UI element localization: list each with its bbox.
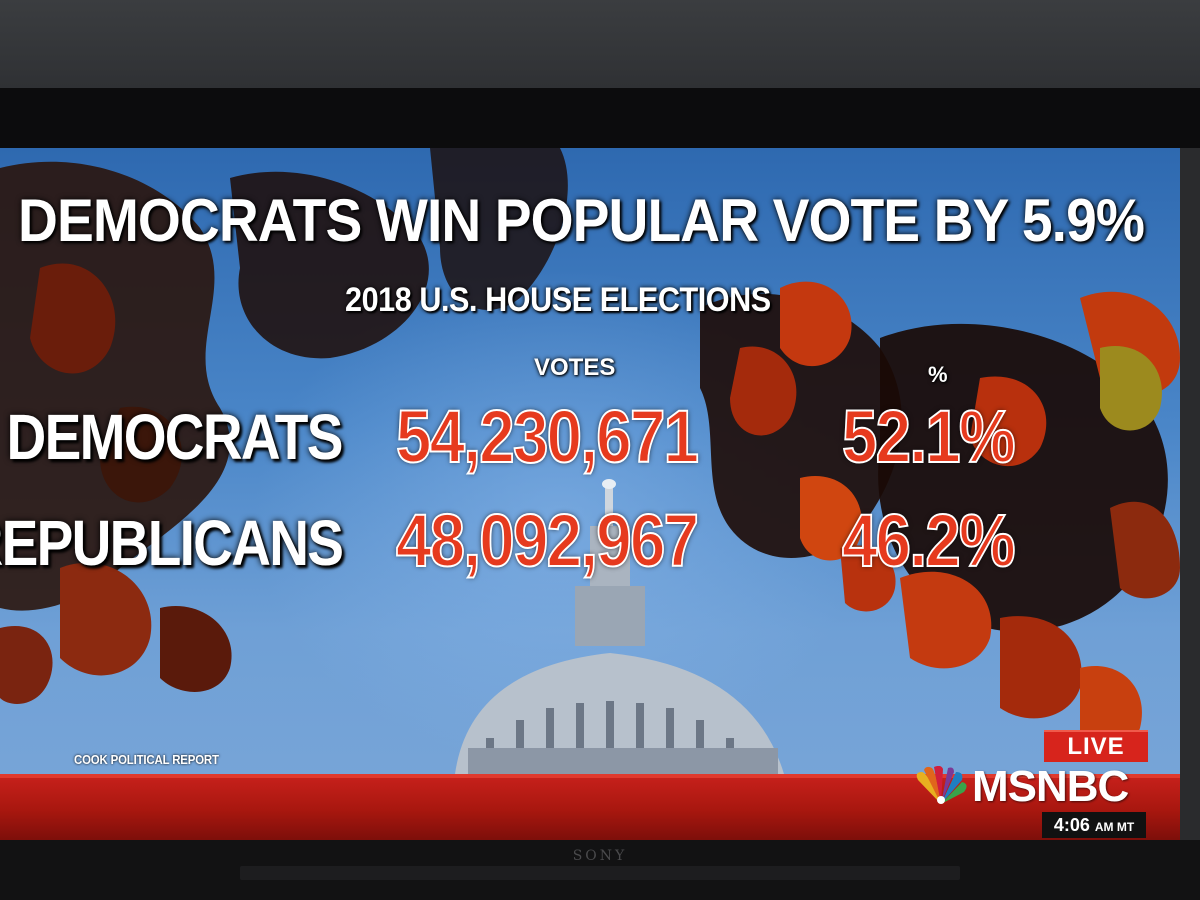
percent-democrats: 52.1%: [841, 394, 1016, 479]
clock-time: 4:06: [1053, 815, 1090, 835]
party-label-republicans: REPUBLICANS: [0, 507, 344, 579]
percent-republicans: 46.2%: [841, 498, 1016, 583]
lower-third-highlight: [0, 774, 1180, 778]
network-logo-text: MSNBC: [972, 762, 1129, 811]
column-header-percent: %: [928, 362, 948, 387]
capitol-dome: [455, 479, 784, 774]
nbc-peacock-icon: [916, 766, 967, 804]
lower-third-bar: [0, 774, 1180, 840]
headline: DEMOCRATS WIN POPULAR VOTE BY 5.9%: [18, 187, 1145, 254]
monitor-top-bezel: [0, 88, 1200, 148]
leaves-left: [0, 148, 568, 704]
speaker-grille: [240, 866, 960, 880]
tv-brand-logo: SONY: [572, 848, 628, 864]
tv-screen: DEMOCRATS WIN POPULAR VOTE BY 5.9% 2018 …: [0, 148, 1180, 840]
votes-republicans: 48,092,967: [395, 498, 700, 583]
leaves-right: [700, 281, 1180, 752]
clock-suffix: AM MT: [1094, 820, 1135, 834]
live-badge: LIVE: [1044, 730, 1148, 762]
broadcast-clock: 4:06 AM MT: [1042, 812, 1146, 838]
wall-background: [0, 0, 1200, 95]
party-label-democrats: DEMOCRATS: [6, 401, 344, 473]
column-header-votes: VOTES: [534, 354, 616, 381]
source-credit: COOK POLITICAL REPORT: [74, 752, 219, 767]
votes-democrats: 54,230,671: [395, 394, 700, 479]
subheadline: 2018 U.S. HOUSE ELECTIONS: [345, 281, 771, 319]
capitol-dome-and-leaves: [0, 148, 1180, 774]
